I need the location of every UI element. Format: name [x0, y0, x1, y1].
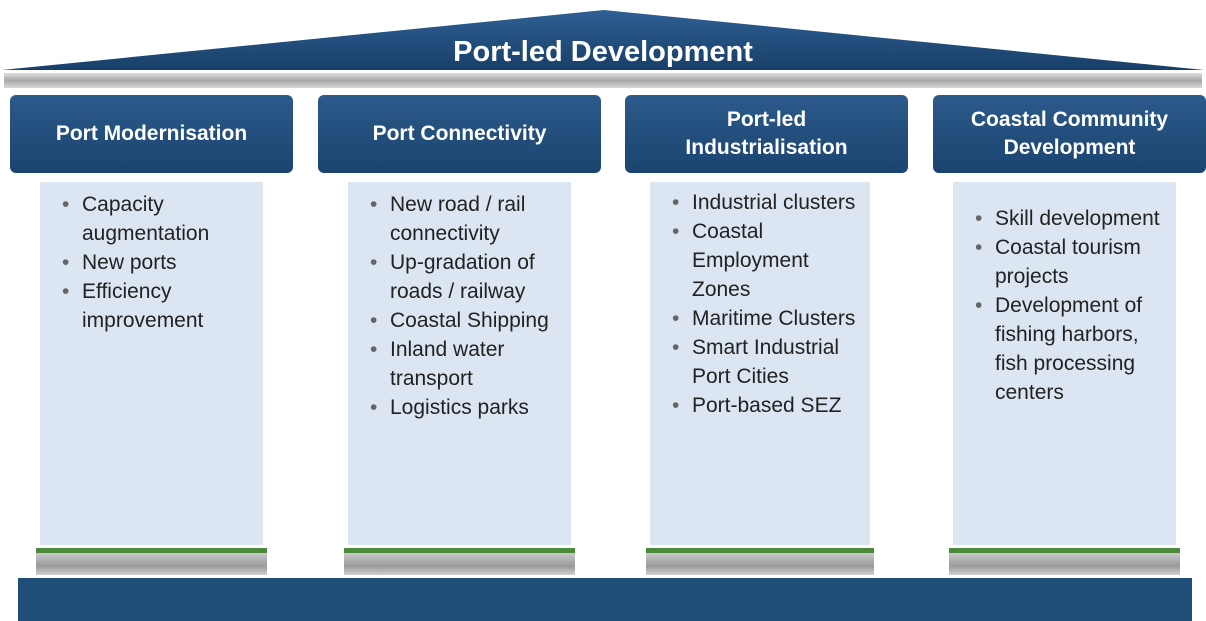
- list-item: Skill development: [975, 204, 1162, 233]
- list-item: New ports: [62, 248, 249, 277]
- list-item: Capacity augmentation: [62, 190, 249, 248]
- list-item: Coastal Employment Zones: [672, 217, 856, 304]
- pillar-body: Industrial clustersCoastal Employment Zo…: [650, 182, 870, 545]
- list-item: Maritime Clusters: [672, 304, 856, 333]
- pillar-heading: Port Connectivity: [318, 95, 601, 173]
- pillar-body: New road / rail connectivityUp-gradation…: [348, 182, 571, 545]
- item-list: New road / rail connectivityUp-gradation…: [356, 190, 557, 422]
- list-item: Coastal tourism projects: [975, 233, 1162, 291]
- pillar-heading: Port Modernisation: [10, 95, 293, 173]
- list-item: Up-gradation of roads / railway: [370, 248, 557, 306]
- pillar-base: [36, 548, 267, 575]
- list-item: Port-based SEZ: [672, 391, 856, 420]
- pillar-base: [344, 548, 575, 575]
- pillar-body: Skill developmentCoastal tourism project…: [953, 182, 1176, 545]
- list-item: New road / rail connectivity: [370, 190, 557, 248]
- pillar-base: [646, 548, 874, 575]
- list-item: Efficiency improvement: [62, 277, 249, 335]
- item-list: Industrial clustersCoastal Employment Zo…: [658, 188, 856, 420]
- pillar-body: Capacity augmentationNew portsEfficiency…: [40, 182, 263, 545]
- beam: [4, 73, 1202, 88]
- pillar-base: [949, 548, 1180, 575]
- list-item: Inland water transport: [370, 335, 557, 393]
- list-item: Logistics parks: [370, 393, 557, 422]
- item-list: Capacity augmentationNew portsEfficiency…: [48, 190, 249, 335]
- title: Port-led Development: [453, 36, 753, 68]
- list-item: Coastal Shipping: [370, 306, 557, 335]
- list-item: Smart Industrial Port Cities: [672, 333, 856, 391]
- roof: [2, 10, 1204, 88]
- roof-shape: [2, 10, 1204, 70]
- list-item: Industrial clusters: [672, 188, 856, 217]
- pillar-heading: Port-led Industrialisation: [625, 95, 908, 173]
- item-list: Skill developmentCoastal tourism project…: [961, 204, 1162, 407]
- floor: [18, 578, 1192, 621]
- pillar-heading: Coastal Community Development: [933, 95, 1206, 173]
- list-item: Development of fishing harbors, fish pro…: [975, 291, 1162, 407]
